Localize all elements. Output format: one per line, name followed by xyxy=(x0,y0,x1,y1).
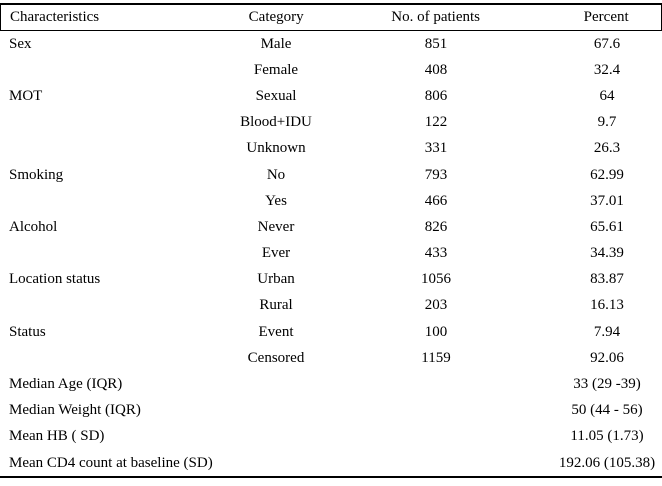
table-row: Unknown 331 26.3 xyxy=(0,136,662,162)
cell-percent: 34.39 xyxy=(590,245,624,262)
cell-category: Ever xyxy=(261,245,291,262)
table-body: Sex Male 851 67.6 Female 408 32.4 MOT Sexual 806 6… xyxy=(0,31,662,479)
cell-characteristic: Sex xyxy=(9,35,32,52)
cell-characteristic: Mean CD4 count at baseline (SD) xyxy=(9,454,213,471)
table-row: Yes 466 37.01 xyxy=(0,188,662,214)
cell-characteristic: Median Age (IQR) xyxy=(9,376,123,393)
table-row: Smoking No 793 62.99 xyxy=(0,162,662,188)
cell-characteristic: Smoking xyxy=(9,166,64,183)
cell-category: Sexual xyxy=(255,87,297,104)
cell-percent: 37.01 xyxy=(590,192,624,209)
cell-percent: 11.05 (1.73) xyxy=(570,428,644,445)
cell-category: Event xyxy=(258,323,294,340)
cell-patients: 851 xyxy=(424,35,448,52)
cell-percent: 32.4 xyxy=(593,61,621,78)
cell-percent: 16.13 xyxy=(590,297,624,314)
cell-patients: 806 xyxy=(424,87,448,104)
table-row: Ever 433 34.39 xyxy=(0,241,662,267)
cell-characteristic: Alcohol xyxy=(9,218,58,235)
cell-category: Urban xyxy=(257,271,295,288)
cell-percent: 9.7 xyxy=(597,114,617,131)
cell-patients: 1159 xyxy=(421,349,451,366)
cell-category: Censored xyxy=(247,349,305,366)
cell-characteristic: Status xyxy=(9,323,46,340)
table-header-row: Characteristics Category No. of patients… xyxy=(0,3,662,31)
column-header-characteristics: Characteristics xyxy=(10,9,100,25)
cell-characteristic: MOT xyxy=(9,87,43,104)
cell-percent: 92.06 xyxy=(590,349,624,366)
cell-percent: 192.06 (105.38) xyxy=(558,454,656,471)
cell-category: Yes xyxy=(265,192,287,209)
cell-characteristic: Mean HB ( SD) xyxy=(9,428,105,445)
cell-percent: 33 (29 -39) xyxy=(573,376,641,393)
cell-patients: 100 xyxy=(424,323,448,340)
column-header-category: Category xyxy=(248,9,304,25)
cell-percent: 50 (44 - 56) xyxy=(571,402,643,419)
cell-category: Female xyxy=(253,61,299,78)
cell-patients: 1056 xyxy=(421,271,451,288)
cell-category: Rural xyxy=(259,297,293,314)
cell-characteristic: Median Weight (IQR) xyxy=(9,402,141,419)
cell-patients: 433 xyxy=(424,245,448,262)
column-header-percent: Percent xyxy=(583,9,629,25)
column-header-no-of-patients: No. of patients xyxy=(391,9,480,25)
cell-category: Unknown xyxy=(246,140,306,157)
cell-percent: 64 xyxy=(599,87,615,104)
cell-category: No xyxy=(266,166,286,183)
table-row: Median Age (IQR) 33 (29 -39) xyxy=(0,371,662,397)
cell-percent: 26.3 xyxy=(593,140,621,157)
table-row: Alcohol Never 826 65.61 xyxy=(0,214,662,240)
cell-patients: 826 xyxy=(424,218,448,235)
cell-patients: 331 xyxy=(424,140,448,157)
cell-category: Male xyxy=(260,35,292,52)
table-row: Mean CD4 count at baseline (SD) 192.06 (1… xyxy=(0,450,662,476)
cell-characteristic: Location status xyxy=(9,271,101,288)
cell-category: Never xyxy=(257,218,295,235)
table-row: Censored 1159 92.06 xyxy=(0,345,662,371)
cell-percent: 7.94 xyxy=(593,323,621,340)
cell-category: Blood+IDU xyxy=(240,114,312,131)
cell-percent: 62.99 xyxy=(590,166,624,183)
cell-percent: 83.87 xyxy=(590,271,624,288)
table-row: MOT Sexual 806 64 xyxy=(0,83,662,109)
table-row: Median Weight (IQR) 50 (44 - 56) xyxy=(0,398,662,424)
cell-patients: 122 xyxy=(424,114,448,131)
cell-patients: 203 xyxy=(424,297,448,314)
baseline-characteristics-table: Characteristics Category No. of patients… xyxy=(0,3,662,479)
table-row: Status Event 100 7.94 xyxy=(0,319,662,345)
table-row: Female 408 32.4 xyxy=(0,57,662,83)
table-row: Sex Male 851 67.6 xyxy=(0,31,662,57)
table-row: Mean HB ( SD) 11.05 (1.73) xyxy=(0,424,662,450)
table-row: Rural 203 16.13 xyxy=(0,293,662,319)
table-row: Blood+IDU 122 9.7 xyxy=(0,110,662,136)
cell-percent: 67.6 xyxy=(593,35,621,52)
cell-percent: 65.61 xyxy=(590,218,624,235)
cell-patients: 793 xyxy=(424,166,448,183)
table-row: Location status Urban 1056 83.87 xyxy=(0,267,662,293)
cell-patients: 466 xyxy=(424,192,448,209)
cell-patients: 408 xyxy=(424,61,448,78)
